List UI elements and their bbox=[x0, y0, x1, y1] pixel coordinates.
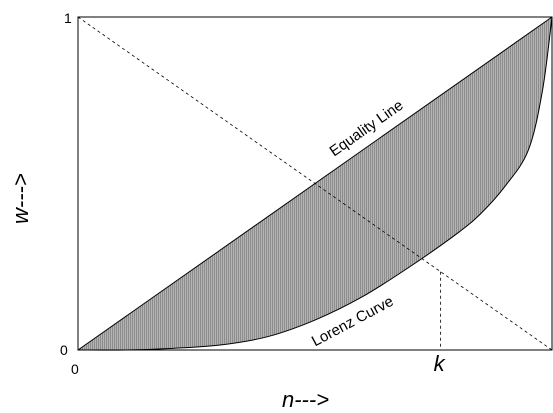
y-tick-label-1: 1 bbox=[64, 10, 72, 26]
plot-frame bbox=[77, 16, 553, 351]
x-axis-title: n---> bbox=[282, 387, 329, 412]
y-axis-title: w---> bbox=[8, 173, 33, 224]
y-tick-label-0: 0 bbox=[60, 342, 68, 358]
k-label: k bbox=[434, 351, 446, 376]
x-tick-label-0: 0 bbox=[71, 361, 79, 377]
equality-line bbox=[77, 16, 553, 351]
lorenz-curve-line bbox=[77, 16, 553, 351]
